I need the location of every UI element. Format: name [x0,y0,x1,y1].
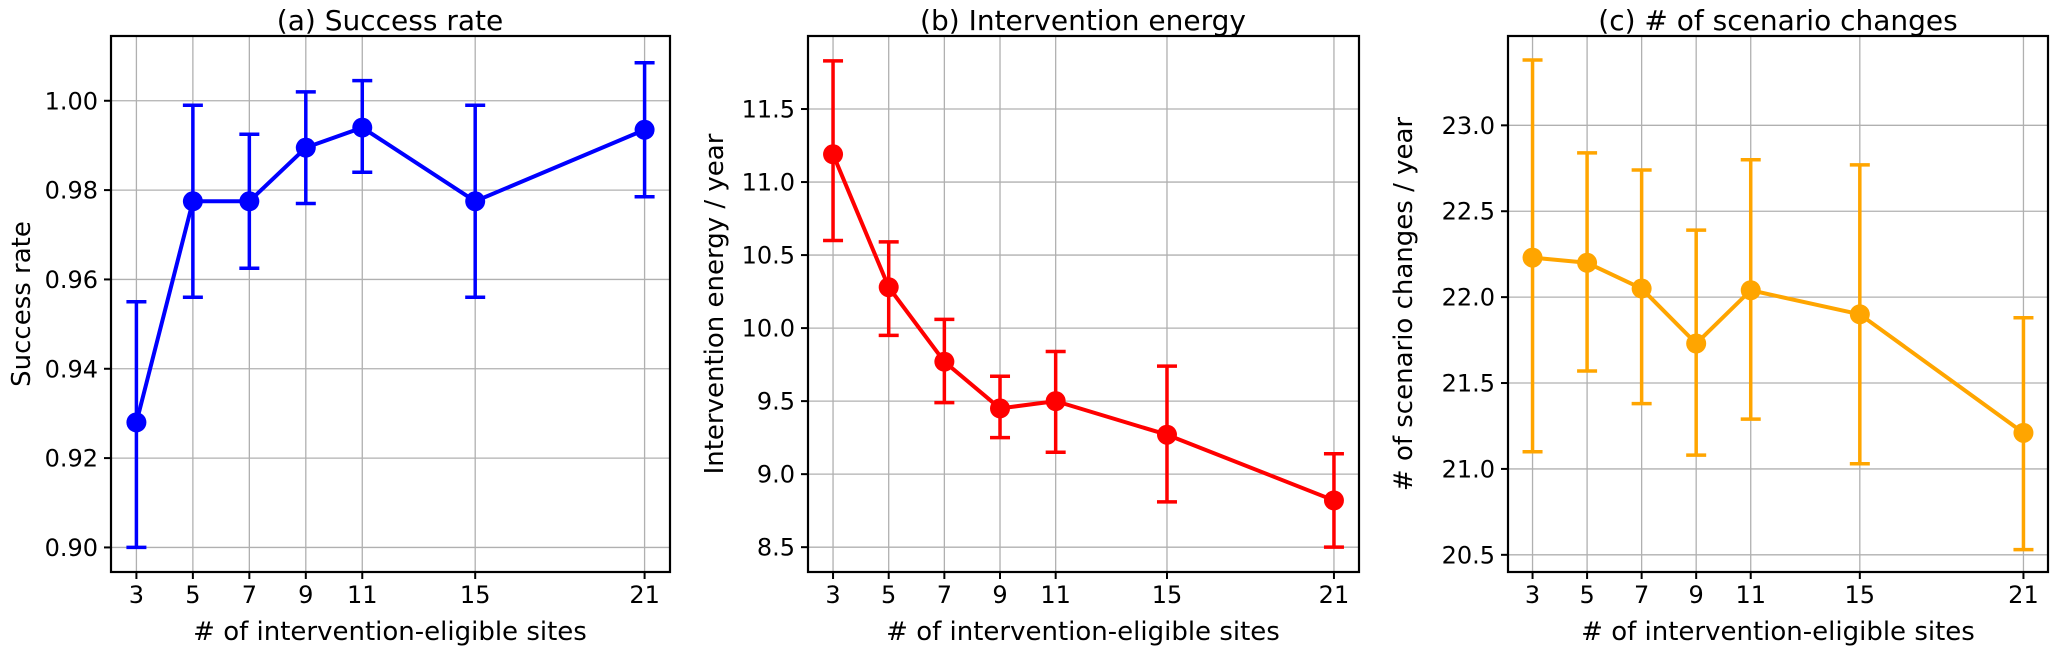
x-tick-label: 9 [992,581,1007,609]
y-tick-label: 9.0 [757,461,795,489]
y-tick-label: 0.98 [45,177,98,205]
x-tick-label: 9 [1689,581,1704,609]
x-tick-label: 21 [2008,581,2039,609]
panel-a-yaxis-label: Success rate [7,221,37,387]
x-tick-label: 7 [1634,581,1649,609]
x-tick-label: 11 [1040,581,1071,609]
panel-c-plot-area: 3 5 7 9 11 15 21 20.5 21.0 21.5 22.0 22.5 23.0 [1442,34,2050,609]
panel-c: 3 5 7 9 11 15 21 20.5 21.0 21.5 22.0 22.5 23.0 (c) #… [1378,0,2067,648]
panel-b: 3 5 7 9 11 15 21 8.5 9.0 9.5 10.0 10.5 11.0 11.5 (b) … [689,0,1378,648]
panel-b-xaxis-label: # of intervention-eligible sites [886,617,1280,647]
y-tick-label: 22.0 [1442,284,1495,312]
y-tick-label: 0.94 [45,355,98,383]
panel-a-plot-area: 3 5 7 9 11 15 21 0.90 0.92 0.94 0.96 0.98 1.00 [45,34,672,609]
y-tick-label: 1.00 [45,87,98,115]
y-tick-label: 9.5 [757,388,795,416]
y-tick-label: 0.96 [45,266,98,294]
x-tick-label: 11 [1735,581,1766,609]
x-tick-label: 21 [1319,581,1350,609]
x-tick-label: 5 [185,581,200,609]
y-tick-label: 11.0 [742,169,795,197]
x-tick-label: 21 [629,581,660,609]
x-tick-label: 9 [298,581,313,609]
panel-b-plot-area: 3 5 7 9 11 15 21 8.5 9.0 9.5 10.0 10.5 11.0 11.5 [742,34,1361,609]
y-tick-label: 11.5 [742,96,795,124]
panel-a-chart: 3 5 7 9 11 15 21 0.90 0.92 0.94 0.96 0.98 1.00 (a) S… [7,4,672,647]
panel-b-title: (b) Intervention energy [920,4,1246,37]
y-tick-label: 10.0 [742,315,795,343]
y-tick-label: 22.5 [1442,198,1495,226]
x-tick-label: 11 [347,581,378,609]
y-tick-label: 0.90 [45,534,98,562]
panel-b-yaxis-label: Intervention energy / year [700,133,730,474]
x-tick-label: 3 [129,581,144,609]
x-tick-label: 7 [242,581,257,609]
x-tick-label: 7 [937,581,952,609]
x-tick-label: 3 [825,581,840,609]
panel-a-xaxis-label: # of intervention-eligible sites [193,617,587,647]
panel-c-title: (c) # of scenario changes [1598,4,1957,37]
x-tick-label: 5 [881,581,896,609]
panel-c-chart: 3 5 7 9 11 15 21 20.5 21.0 21.5 22.0 22.5 23.0 (c) #… [1389,4,2050,647]
panel-b-chart: 3 5 7 9 11 15 21 8.5 9.0 9.5 10.0 10.5 11.0 11.5 (b) … [700,4,1361,647]
panel-a: 3 5 7 9 11 15 21 0.90 0.92 0.94 0.96 0.98 1.00 (a) S… [0,0,689,648]
y-tick-label: 23.0 [1442,112,1495,140]
panel-a-title: (a) Success rate [277,4,503,37]
y-tick-label: 8.5 [757,534,795,562]
x-tick-label: 3 [1525,581,1540,609]
x-tick-label: 15 [460,581,491,609]
x-tick-label: 5 [1579,581,1594,609]
y-tick-label: 0.92 [45,445,98,473]
y-tick-label: 10.5 [742,242,795,270]
x-tick-label: 15 [1845,581,1876,609]
y-tick-label: 21.5 [1442,370,1495,398]
y-tick-label: 21.0 [1442,455,1495,483]
panel-c-xaxis-label: # of intervention-eligible sites [1581,617,1975,647]
panel-c-yaxis-label: # of scenario changes / year [1389,117,1419,492]
x-tick-label: 15 [1152,581,1183,609]
y-tick-label: 20.5 [1442,541,1495,569]
